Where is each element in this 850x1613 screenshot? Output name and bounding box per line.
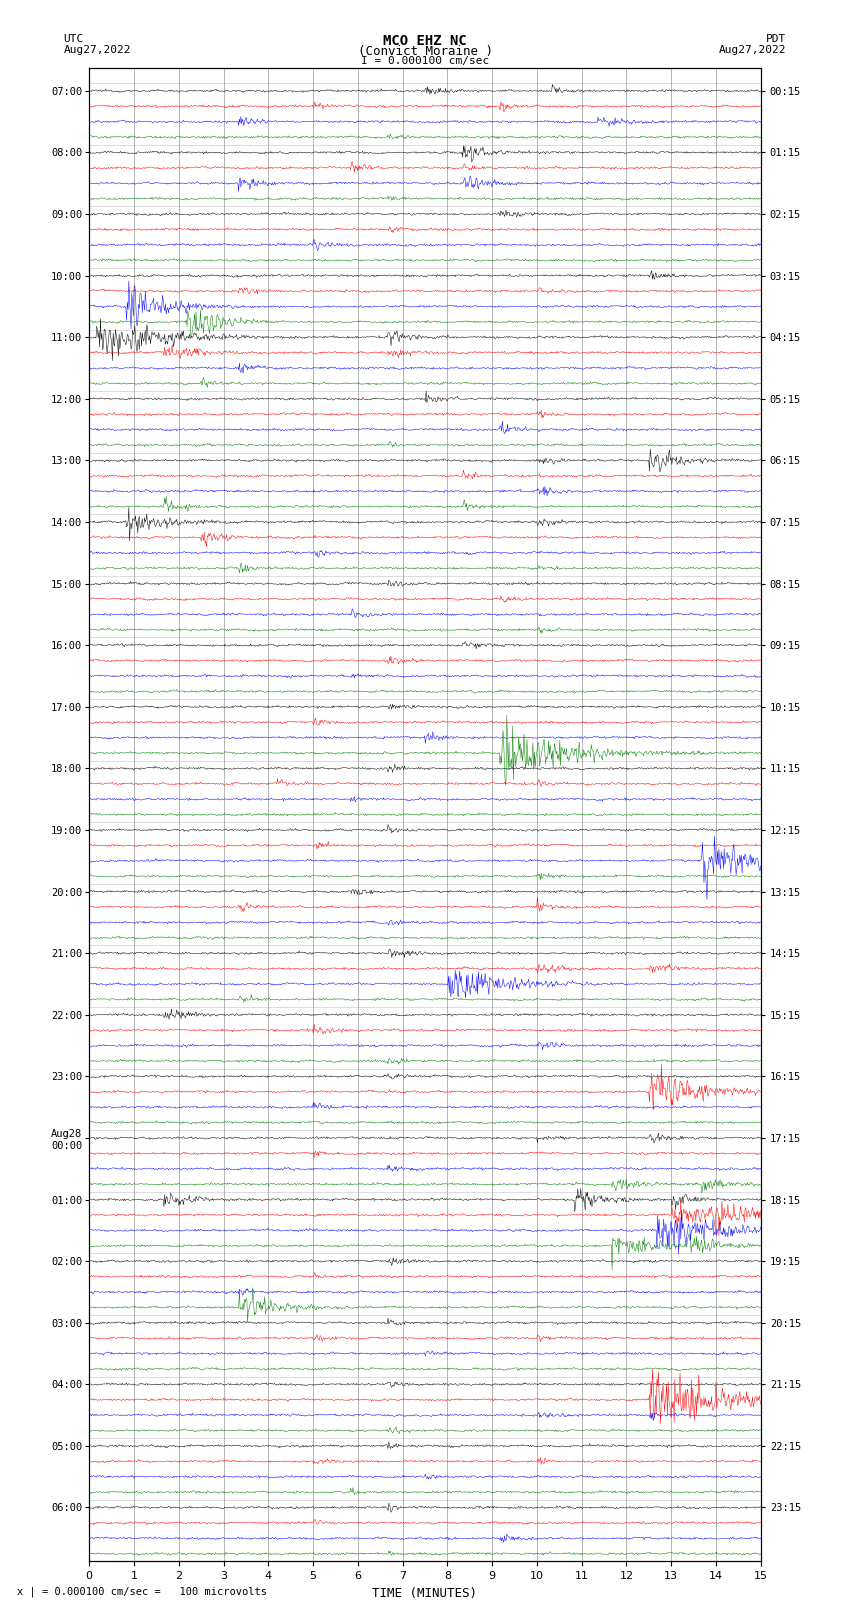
Text: MCO EHZ NC: MCO EHZ NC bbox=[383, 34, 467, 48]
Text: UTC: UTC bbox=[64, 34, 84, 44]
Text: PDT: PDT bbox=[766, 34, 786, 44]
X-axis label: TIME (MINUTES): TIME (MINUTES) bbox=[372, 1587, 478, 1600]
Text: Aug27,2022: Aug27,2022 bbox=[64, 45, 131, 55]
Text: Aug27,2022: Aug27,2022 bbox=[719, 45, 786, 55]
Text: x | = 0.000100 cm/sec =   100 microvolts: x | = 0.000100 cm/sec = 100 microvolts bbox=[17, 1586, 267, 1597]
Text: I = 0.000100 cm/sec: I = 0.000100 cm/sec bbox=[361, 56, 489, 66]
Text: (Convict Moraine ): (Convict Moraine ) bbox=[358, 45, 492, 58]
